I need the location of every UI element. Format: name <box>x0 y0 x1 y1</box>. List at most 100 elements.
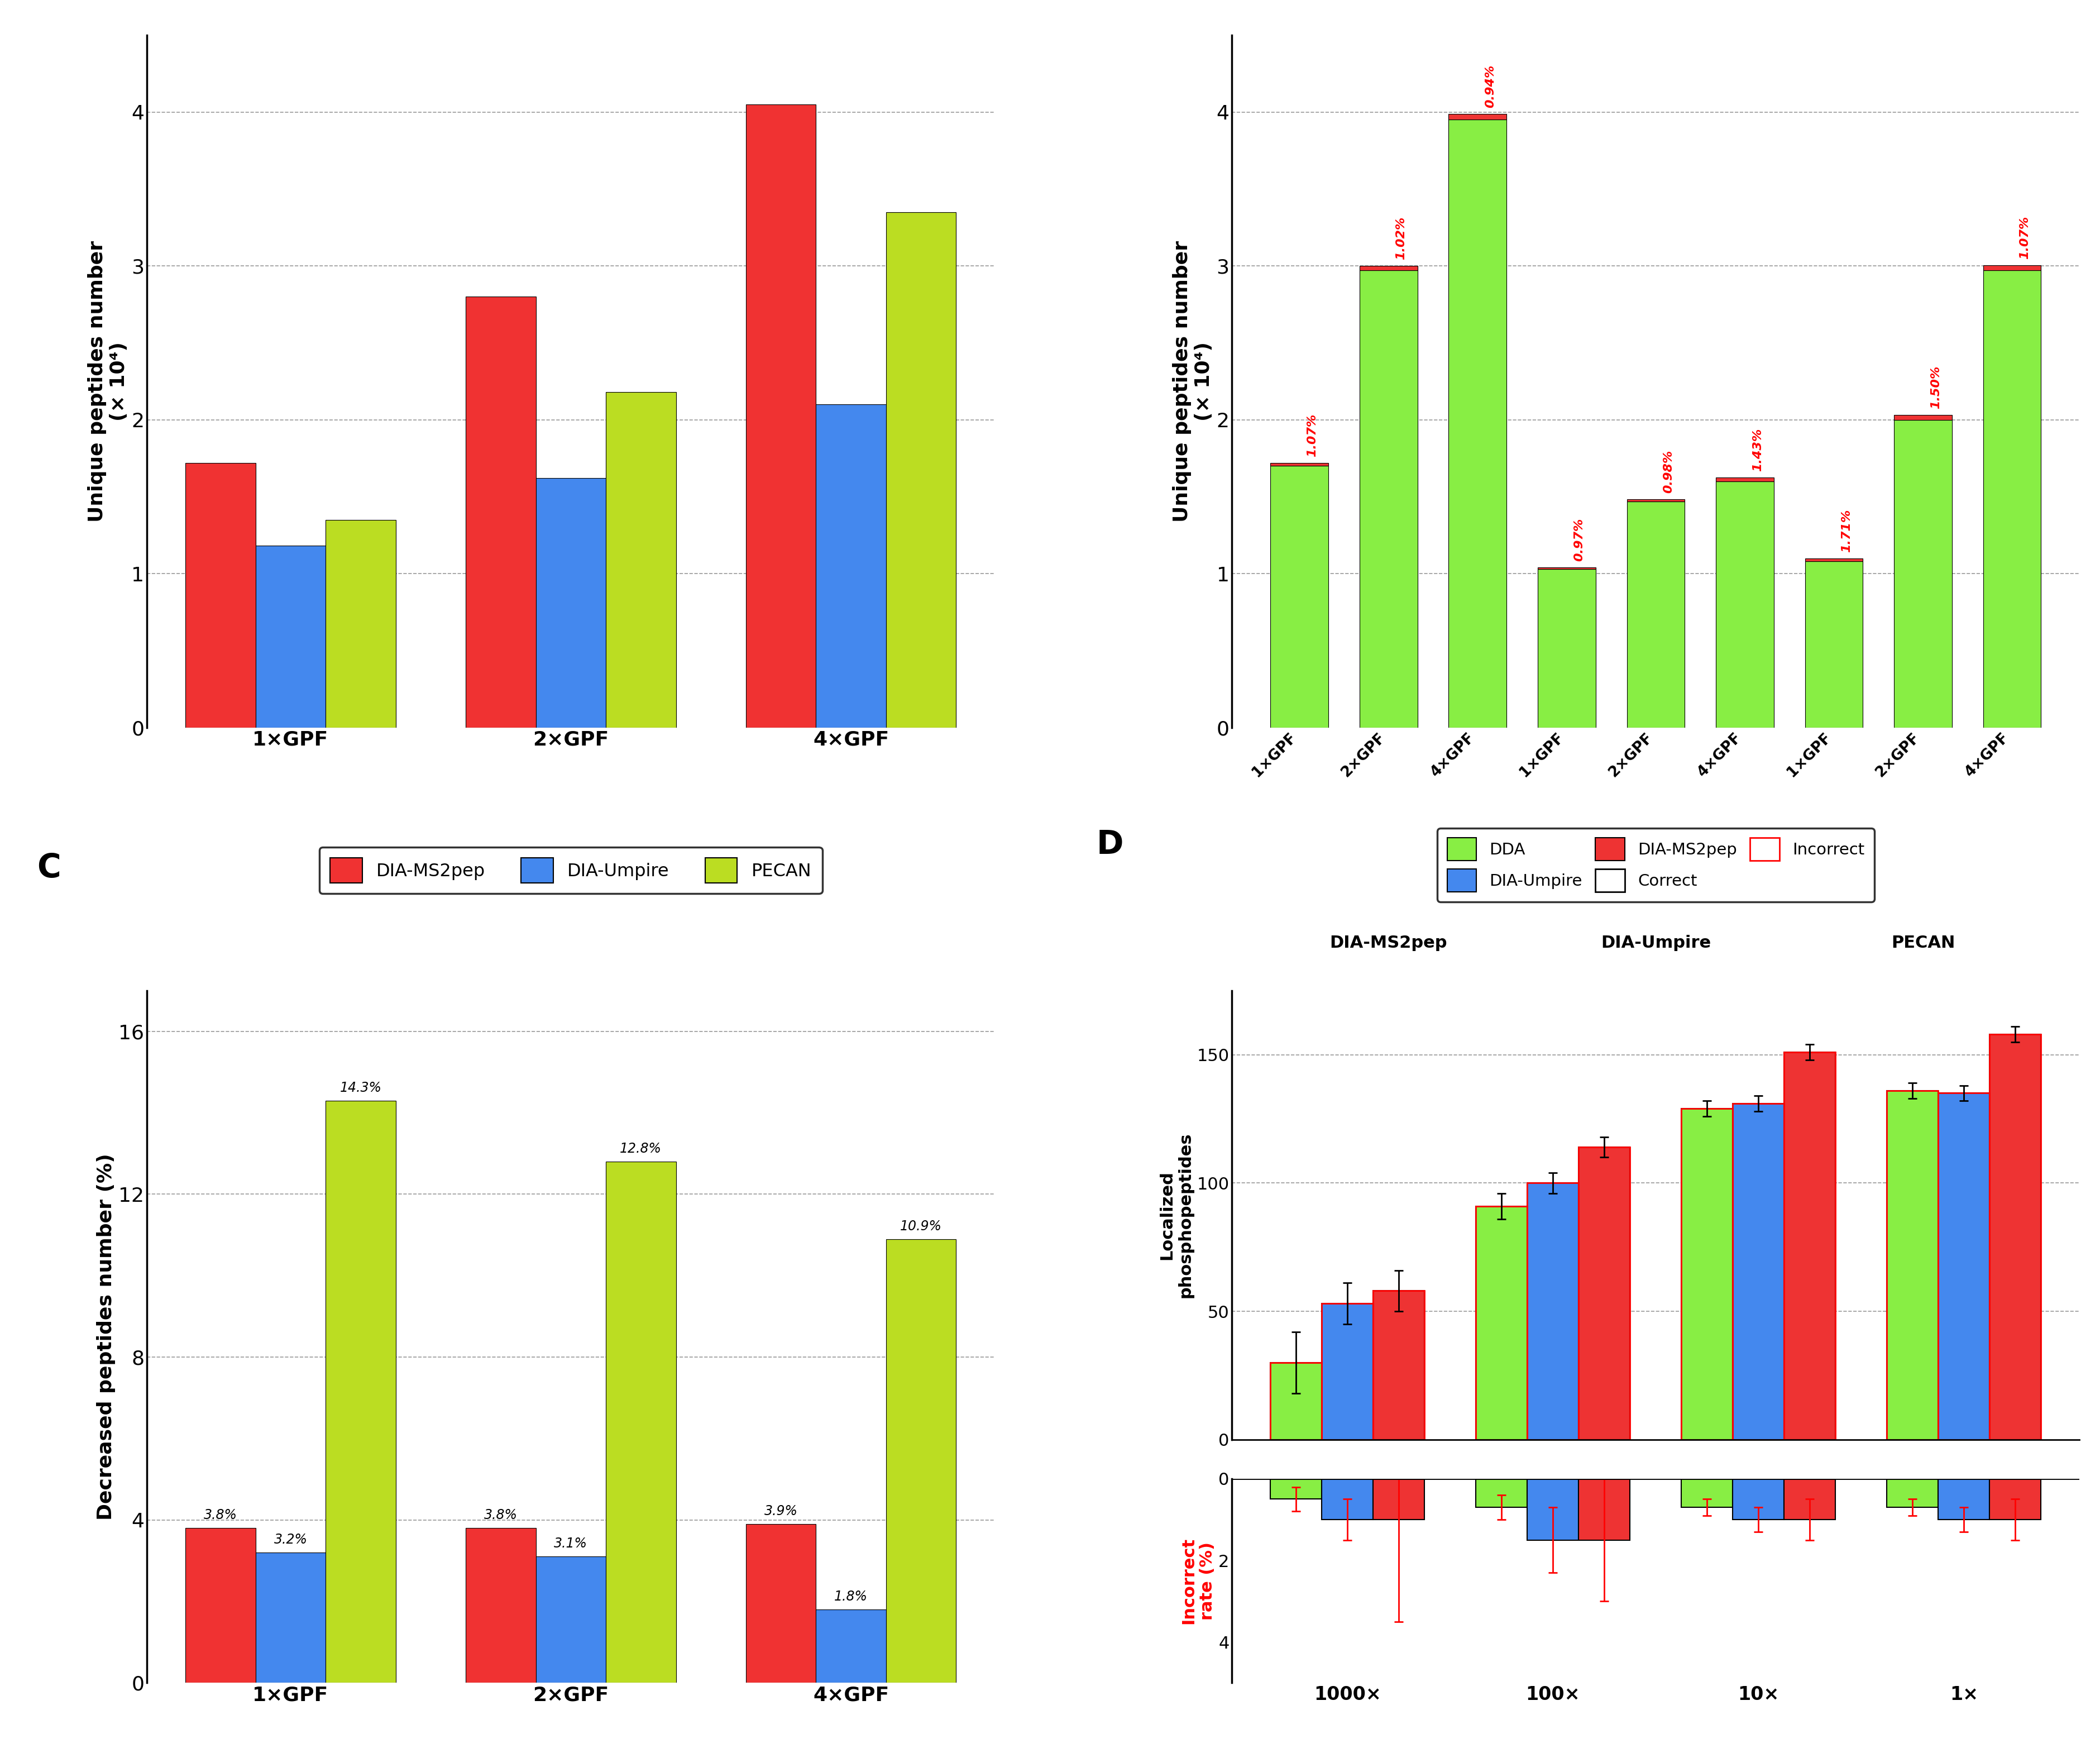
Bar <box>1321 1480 1373 1520</box>
Bar <box>1527 1183 1579 1439</box>
Bar <box>1476 1206 1527 1439</box>
Bar <box>185 1529 256 1683</box>
Text: 3.1%: 3.1% <box>554 1537 588 1550</box>
Bar <box>1476 1480 1527 1508</box>
Text: 1.8%: 1.8% <box>834 1590 867 1604</box>
Bar <box>1886 1090 1938 1439</box>
Bar <box>1373 1290 1424 1439</box>
Bar <box>1716 482 1772 727</box>
Bar <box>815 1609 886 1683</box>
Bar <box>1321 1304 1373 1439</box>
Bar <box>1579 1480 1630 1539</box>
Bar <box>1894 419 1951 727</box>
Bar <box>886 212 956 727</box>
Bar <box>1938 1094 1989 1439</box>
Text: C: C <box>38 852 61 884</box>
Bar <box>746 103 815 727</box>
Bar <box>1886 1480 1938 1508</box>
Text: 3.8%: 3.8% <box>483 1509 517 1522</box>
Bar <box>1270 1480 1321 1499</box>
Bar <box>1886 1090 1938 1439</box>
Text: 0.98%: 0.98% <box>1663 451 1674 493</box>
Bar <box>1989 1034 2041 1439</box>
Bar <box>466 296 536 727</box>
Bar <box>1783 1052 1835 1439</box>
Bar <box>1476 1206 1527 1439</box>
Bar <box>1804 559 1863 561</box>
Bar <box>1989 1480 2041 1520</box>
Bar <box>1680 1108 1732 1439</box>
Bar <box>466 1529 536 1683</box>
Bar <box>185 463 256 727</box>
Bar <box>1270 1362 1321 1439</box>
Bar <box>605 1162 676 1683</box>
Bar <box>1373 1290 1424 1439</box>
Bar <box>1270 466 1327 727</box>
Text: 1.43%: 1.43% <box>1751 428 1762 472</box>
Text: 3.2%: 3.2% <box>273 1534 307 1546</box>
Y-axis label: Decreased peptides number (%): Decreased peptides number (%) <box>97 1153 116 1520</box>
Bar <box>1527 1480 1579 1539</box>
Text: 0.94%: 0.94% <box>1485 65 1495 107</box>
Bar <box>1625 500 1684 501</box>
Bar <box>1270 463 1327 466</box>
Bar <box>1680 1480 1732 1508</box>
Bar <box>815 405 886 727</box>
Text: 1.07%: 1.07% <box>2018 216 2031 259</box>
Bar <box>746 1523 815 1683</box>
Text: DIA-Umpire: DIA-Umpire <box>1600 934 1709 952</box>
Text: 12.8%: 12.8% <box>619 1141 662 1155</box>
Bar <box>1938 1094 1989 1439</box>
Bar <box>1783 1052 1835 1439</box>
Bar <box>1359 266 1418 270</box>
Bar <box>1321 1304 1373 1439</box>
Bar <box>1783 1480 1835 1520</box>
Y-axis label: Localized
phosphopeptides: Localized phosphopeptides <box>1159 1132 1193 1297</box>
Text: 14.3%: 14.3% <box>340 1082 382 1094</box>
Text: 0.97%: 0.97% <box>1573 519 1586 561</box>
Bar <box>326 1101 395 1683</box>
Bar <box>886 1239 956 1683</box>
Bar <box>1716 479 1772 482</box>
Bar <box>1732 1103 1783 1439</box>
Text: 1.02%: 1.02% <box>1394 216 1407 259</box>
Bar <box>1732 1103 1783 1439</box>
Bar <box>1527 1183 1579 1439</box>
Bar <box>1373 1480 1424 1520</box>
Text: D: D <box>1096 829 1124 861</box>
Bar <box>1680 1108 1732 1439</box>
Bar <box>1579 1146 1630 1439</box>
Bar <box>1894 415 1951 419</box>
Bar <box>536 1557 605 1683</box>
Y-axis label: Unique peptides number
(× 10⁴): Unique peptides number (× 10⁴) <box>88 240 128 522</box>
Y-axis label: Unique peptides number
(× 10⁴): Unique peptides number (× 10⁴) <box>1172 240 1214 522</box>
Bar <box>605 393 676 727</box>
Legend: DIA-MS2pep, DIA-Umpire, PECAN: DIA-MS2pep, DIA-Umpire, PECAN <box>319 847 821 894</box>
Bar <box>1732 1480 1783 1520</box>
Bar <box>1449 114 1506 119</box>
Text: 1.07%: 1.07% <box>1306 414 1317 458</box>
Text: 3.8%: 3.8% <box>204 1509 237 1522</box>
Bar <box>256 1553 325 1683</box>
Text: 1.50%: 1.50% <box>1930 366 1940 408</box>
Bar <box>1982 265 2041 270</box>
Bar <box>256 545 325 727</box>
Bar <box>1625 501 1684 727</box>
Bar <box>1359 270 1418 727</box>
Bar <box>1989 1034 2041 1439</box>
Bar <box>536 479 605 727</box>
Bar <box>1982 270 2041 727</box>
Text: DIA-MS2pep: DIA-MS2pep <box>1329 934 1447 952</box>
Text: 1.71%: 1.71% <box>1840 508 1852 552</box>
Bar <box>326 519 395 727</box>
Bar <box>1537 570 1596 727</box>
Text: PECAN: PECAN <box>1890 934 1955 952</box>
Bar <box>1579 1146 1630 1439</box>
Text: 10.9%: 10.9% <box>901 1220 941 1232</box>
Bar <box>1449 119 1506 727</box>
Bar <box>1804 561 1863 727</box>
Y-axis label: Incorrect
rate (%): Incorrect rate (%) <box>1180 1537 1216 1623</box>
Text: 3.9%: 3.9% <box>764 1504 798 1518</box>
Bar <box>1270 1362 1321 1439</box>
Bar <box>1938 1480 1989 1520</box>
